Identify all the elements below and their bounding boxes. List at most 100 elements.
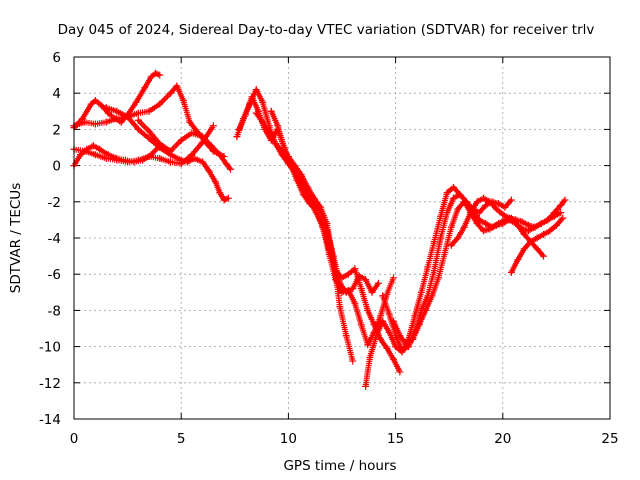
data-point: [409, 335, 417, 343]
x-tick-label: 10: [280, 431, 297, 447]
data-point: [151, 69, 159, 77]
data-point: [216, 189, 224, 197]
data-point: [531, 223, 539, 231]
x-tick-label: 5: [177, 431, 186, 447]
data-point: [486, 198, 494, 206]
y-axis-label: SDTVAR / TECUs: [8, 183, 24, 293]
data-point: [447, 223, 455, 231]
data-point: [207, 142, 215, 150]
data-point: [274, 122, 282, 130]
data-point: [428, 292, 436, 300]
data-point: [325, 250, 333, 258]
data-point: [89, 142, 97, 150]
data-point: [299, 191, 307, 199]
data-point: [430, 267, 438, 275]
data-point: [482, 201, 490, 209]
series-10: [267, 107, 397, 349]
y-tick-label: 0: [52, 159, 61, 175]
data-point: [280, 144, 288, 151]
data-point: [514, 256, 522, 264]
data-point: [362, 382, 370, 390]
data-point: [357, 321, 365, 329]
y-tick-label: -12: [39, 376, 61, 392]
x-tick-label: 15: [387, 431, 404, 447]
data-point: [486, 225, 494, 233]
data-point: [422, 306, 430, 314]
data-point: [190, 154, 198, 162]
data-point: [482, 220, 490, 228]
data-point: [205, 167, 213, 175]
data-point: [349, 285, 357, 293]
data-point: [557, 201, 565, 209]
x-tick-labels: 0 5 10 15 20 25: [70, 431, 619, 447]
data-point: [398, 346, 406, 354]
data-point: [102, 118, 110, 126]
data-point: [383, 290, 391, 298]
data-point: [351, 265, 359, 273]
data-point: [443, 209, 451, 217]
data-point: [188, 129, 196, 137]
data-point: [134, 125, 142, 133]
data-point: [454, 234, 462, 242]
data-point: [366, 353, 374, 361]
y-tick-label: -10: [39, 340, 61, 356]
data-point: [518, 218, 526, 226]
data-point: [473, 220, 481, 228]
data-point: [525, 221, 533, 229]
data-point: [499, 210, 507, 218]
plot-frame: [73, 56, 611, 420]
data-point: [552, 221, 560, 229]
data-point: [540, 252, 548, 260]
data-point: [389, 274, 397, 282]
data-point: [98, 102, 106, 110]
data-point: [209, 122, 217, 130]
data-point: [87, 100, 95, 108]
data-point: [417, 288, 425, 296]
data-point: [102, 154, 110, 162]
series-6: [70, 122, 217, 168]
data-point: [124, 158, 132, 166]
data-point: [235, 125, 243, 133]
data-point: [364, 306, 372, 314]
y-tick-label: -2: [48, 195, 61, 211]
data-point: [336, 303, 344, 311]
data-point: [527, 238, 535, 246]
data-point: [216, 151, 224, 159]
data-point: [91, 151, 99, 159]
data-point: [344, 286, 352, 294]
data-point: [166, 89, 174, 97]
series-15: [507, 214, 567, 276]
x-tick-label: 20: [494, 431, 511, 447]
data-point: [91, 120, 99, 128]
chart-title: Day 045 of 2024, Sidereal Day-to-day VTE…: [58, 22, 595, 38]
x-tick-label: 0: [70, 431, 79, 447]
series-9: [252, 109, 382, 296]
data-point: [132, 98, 140, 106]
data-point: [212, 178, 220, 186]
data-point: [533, 245, 541, 253]
y-tick-label: 2: [52, 122, 61, 138]
data-point: [372, 332, 380, 340]
data-point: [113, 107, 121, 115]
data-point: [233, 133, 241, 141]
data-point: [430, 238, 438, 246]
data-point: [443, 189, 451, 197]
series-markers: [233, 86, 356, 362]
data-point: [177, 136, 185, 144]
data-point: [449, 183, 457, 191]
data-point: [473, 198, 481, 206]
data-point: [293, 176, 301, 184]
data-point: [505, 214, 513, 222]
series-2: [70, 82, 228, 161]
data-point: [134, 116, 142, 124]
data-point: [460, 198, 468, 206]
series-14: [447, 194, 569, 249]
series-12: [379, 191, 548, 354]
data-point: [447, 241, 455, 249]
data-point: [520, 245, 528, 253]
data-point: [145, 127, 153, 135]
data-point: [357, 285, 365, 293]
y-tick-label: -8: [48, 303, 61, 319]
data-point: [166, 147, 174, 155]
data-point: [546, 227, 554, 235]
